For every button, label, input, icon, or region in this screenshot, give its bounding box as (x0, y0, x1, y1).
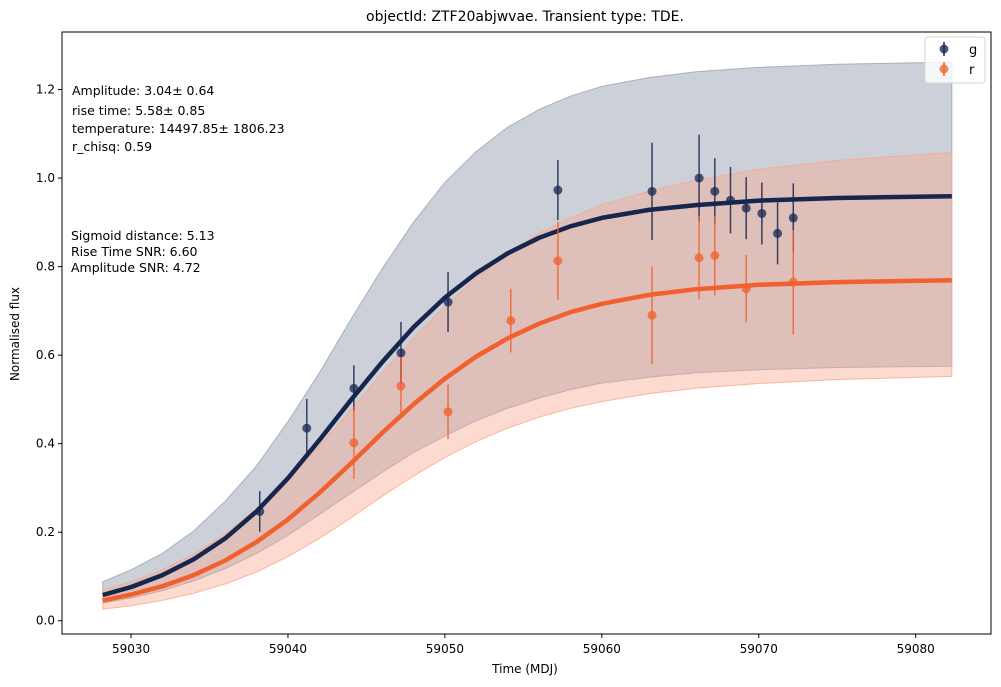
annotation-text: Amplitude SNR: 4.72 (71, 260, 201, 275)
annotation-text: Rise Time SNR: 6.60 (71, 244, 198, 259)
data-point-r (443, 384, 453, 440)
data-point-g (710, 158, 720, 225)
marker-g (553, 185, 563, 195)
marker-g (349, 383, 359, 393)
annotation-text: rise time: 5.58± 0.85 (72, 103, 205, 118)
data-point-g (647, 142, 657, 241)
data-point-g (741, 177, 751, 240)
data-point-g (302, 398, 312, 458)
data-point-g (773, 202, 783, 265)
legend-marker-r (939, 64, 949, 74)
marker-r (506, 316, 516, 326)
legend-label-g: g (969, 43, 977, 58)
data-point-g (757, 182, 767, 245)
y-tick-label: 0.8 (36, 260, 55, 274)
annotation-text: Sigmoid distance: 5.13 (71, 228, 215, 243)
marker-r (553, 256, 563, 266)
x-tick-label: 59060 (583, 642, 621, 656)
y-axis-label: Normalised flux (8, 287, 22, 381)
chart-title: objectId: ZTF20abjwvae. Transient type: … (366, 9, 684, 25)
marker-r (647, 310, 657, 320)
marker-g (710, 186, 720, 196)
marker-r (443, 407, 453, 417)
annotation-text: r_chisq: 0.59 (72, 139, 152, 154)
legend-label-r: r (969, 63, 975, 78)
marker-r (349, 438, 359, 448)
data-point-g (694, 134, 704, 222)
y-tick-label: 0.4 (36, 437, 55, 451)
marker-r (396, 381, 406, 391)
data-point-r (553, 221, 563, 300)
data-point-g (726, 167, 736, 234)
marker-g (773, 228, 783, 238)
model-curve-g (102, 193, 952, 598)
data-point-g (443, 271, 453, 333)
marker-g (255, 506, 265, 516)
data-point-r (506, 288, 516, 353)
y-tick-label: 1.0 (36, 171, 55, 185)
x-tick-label: 59080 (897, 642, 935, 656)
marker-r (710, 251, 720, 261)
y-tick-label: 1.2 (36, 83, 55, 97)
marker-r (741, 284, 751, 294)
marker-r (694, 253, 704, 263)
marker-g (443, 297, 453, 307)
marker-g (726, 195, 736, 205)
x-tick-label: 59050 (426, 642, 464, 656)
data-point-r (741, 255, 751, 323)
y-tick-label: 0.6 (36, 348, 55, 362)
x-tick-label: 59040 (269, 642, 307, 656)
data-point-g (255, 491, 265, 532)
marker-g (757, 208, 767, 218)
y-tick-label: 0.2 (36, 525, 55, 539)
marker-g (647, 186, 657, 196)
data-point-r (710, 215, 720, 296)
marker-g (741, 203, 751, 213)
plot-frame (61, 31, 992, 635)
legend-marker-g (939, 44, 949, 54)
annotation-text: temperature: 14497.85± 1806.23 (72, 121, 285, 136)
data-point-r (647, 266, 657, 364)
data-point-r (396, 356, 406, 416)
x-tick-label: 59070 (740, 642, 778, 656)
data-point-g (553, 159, 563, 221)
marker-g (302, 423, 312, 433)
data-point-r (694, 216, 704, 300)
marker-g (694, 173, 704, 183)
x-tick-label: 59030 (112, 642, 150, 656)
data-point-g (349, 365, 359, 412)
marker-r (788, 277, 798, 287)
model-curve-r (102, 278, 952, 603)
annotation-text: Amplitude: 3.04± 0.64 (72, 83, 214, 98)
y-tick-label: 0.0 (36, 614, 55, 628)
marker-g (788, 213, 798, 223)
data-point-r (349, 406, 359, 480)
marker-g (396, 348, 406, 358)
data-point-r (788, 229, 798, 335)
x-axis-label: Time (MDJ) (491, 662, 558, 676)
